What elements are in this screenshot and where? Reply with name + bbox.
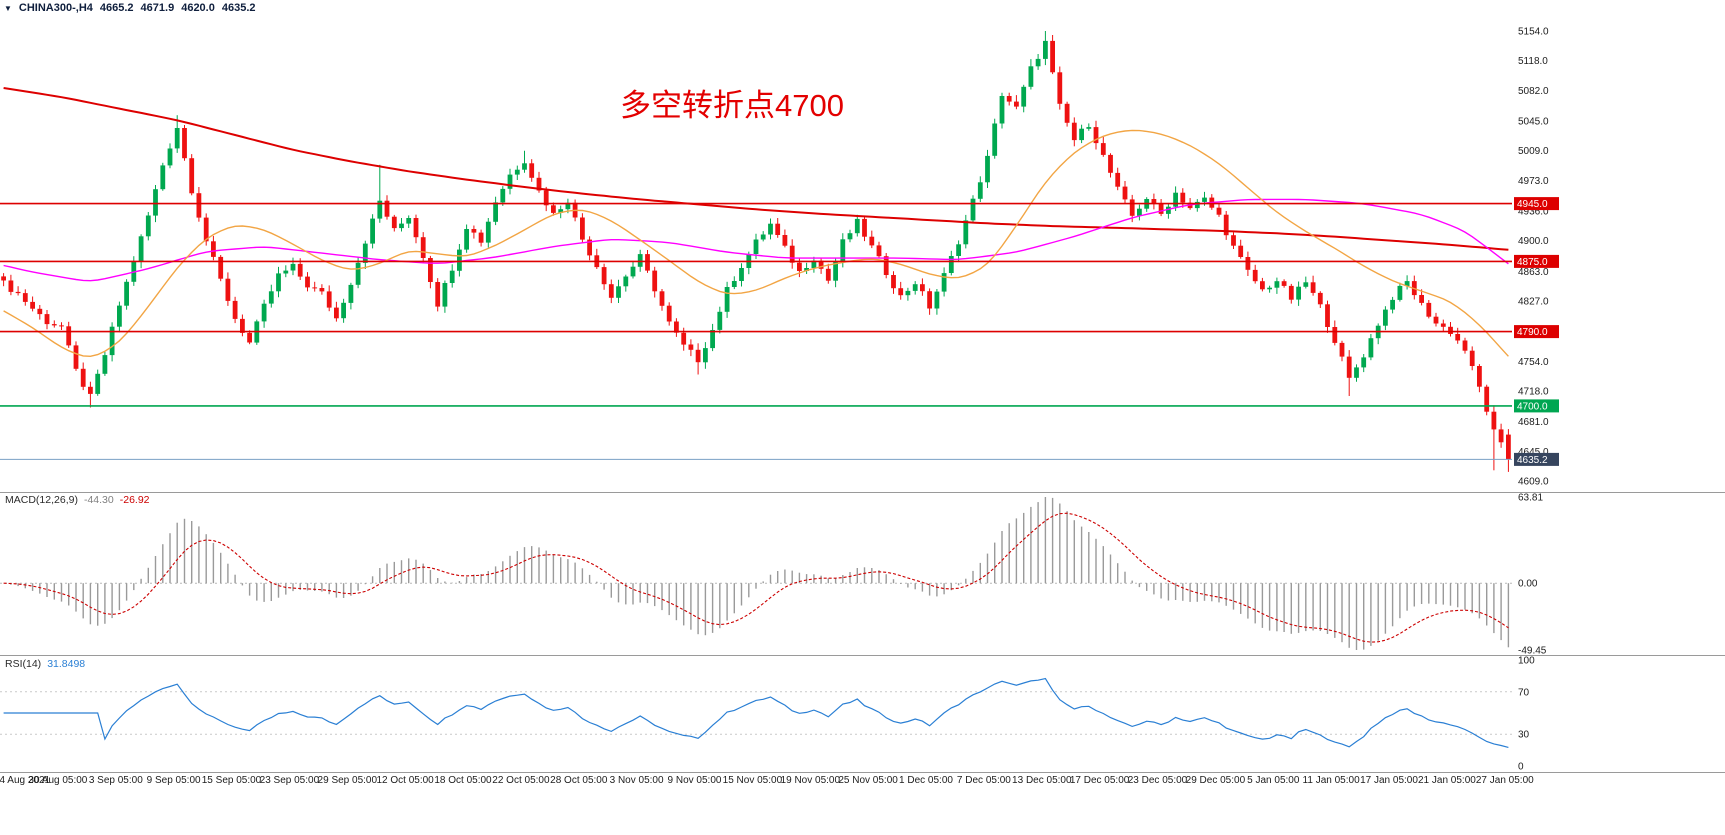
level-badge-label: 4700.0 <box>1517 401 1548 412</box>
symbol-name: CHINA300-,H4 <box>18 2 93 14</box>
macd-panel <box>0 497 1512 650</box>
ma-fast-orange <box>3 129 1509 358</box>
date-label: 21 Jan 05:00 <box>1418 775 1476 786</box>
price-tick-label: 4936.0 <box>1518 207 1549 218</box>
rsi-axis-label: 30 <box>1518 730 1530 741</box>
current-price-badge-label: 4635.2 <box>1517 455 1548 466</box>
price-tick-label: 5118.0 <box>1518 56 1548 67</box>
candles-layer <box>1 31 1511 472</box>
price-tick-label: 4863.0 <box>1518 267 1549 278</box>
price-tick-label: 4827.0 <box>1518 297 1549 308</box>
date-label: 27 Jan 05:00 <box>1476 775 1534 786</box>
date-label: 15 Nov 05:00 <box>723 775 783 786</box>
rsi-axis-label: 70 <box>1518 687 1530 698</box>
level-badge-label: 4945.0 <box>1517 199 1548 210</box>
date-label: 25 Nov 05:00 <box>838 775 898 786</box>
date-label: 17 Dec 05:00 <box>1070 775 1130 786</box>
date-label: 3 Nov 05:00 <box>610 775 664 786</box>
price-tick-label: 4609.0 <box>1518 477 1549 488</box>
level-badge-label: 4875.0 <box>1517 257 1548 268</box>
rsi-axis-label: 0 <box>1518 762 1524 773</box>
price-tick-label: 4645.0 <box>1518 447 1549 458</box>
date-label: 22 Oct 05:00 <box>492 775 550 786</box>
date-label: 9 Sep 05:00 <box>147 775 201 786</box>
date-label: 17 Jan 05:00 <box>1360 775 1418 786</box>
date-label: 19 Nov 05:00 <box>781 775 841 786</box>
rsi-axis-label: 100 <box>1518 656 1535 667</box>
rsi-name: RSI(14) <box>5 658 42 670</box>
date-label: 29 Dec 05:00 <box>1186 775 1246 786</box>
date-label: 24 Aug 2021 <box>0 775 51 786</box>
date-label: 18 Oct 05:00 <box>434 775 492 786</box>
current-price-badge <box>1514 452 1559 466</box>
date-label: 7 Dec 05:00 <box>957 775 1011 786</box>
price-tick-label: 4754.0 <box>1518 357 1549 368</box>
symbol-info-bar: ▼ CHINA300-,H4 4665.2 4671.9 4620.0 4635… <box>4 2 256 14</box>
date-label: 15 Sep 05:00 <box>202 775 262 786</box>
price-tick-label: 4900.0 <box>1518 236 1549 247</box>
date-label: 3 Sep 05:00 <box>89 775 143 786</box>
price-tick-label: 5082.0 <box>1518 86 1549 97</box>
rsi-value: 31.8498 <box>47 658 86 670</box>
price-tick-label: 5045.0 <box>1518 117 1549 128</box>
macd-main-value: -44.30 <box>83 494 114 506</box>
date-label: 23 Sep 05:00 <box>260 775 320 786</box>
ohlc-open: 4665.2 <box>99 2 134 14</box>
date-label: 28 Oct 05:00 <box>550 775 608 786</box>
ma-slow-red <box>3 87 1509 251</box>
macd-signal-line <box>3 512 1509 643</box>
level-badge <box>1514 254 1559 268</box>
macd-axis-label: -49.45 <box>1518 646 1547 657</box>
price-tick-label: 4718.0 <box>1518 387 1549 398</box>
macd-indicator-label: MACD(12,26,9) -44.30 -26.92 <box>5 494 150 506</box>
date-label: 9 Nov 05:00 <box>668 775 722 786</box>
price-tick-label: 5154.0 <box>1518 27 1549 38</box>
macd-axis-label: 63.81 <box>1518 493 1543 504</box>
date-label: 29 Sep 05:00 <box>318 775 378 786</box>
date-label: 11 Jan 05:00 <box>1303 775 1361 786</box>
date-label: 30 Aug 05:00 <box>28 775 87 786</box>
date-label: 23 Dec 05:00 <box>1128 775 1188 786</box>
macd-axis-label: 0.00 <box>1518 579 1538 590</box>
date-label: 12 Oct 05:00 <box>376 775 434 786</box>
level-badge <box>1514 399 1559 413</box>
macd-name: MACD(12,26,9) <box>5 494 78 506</box>
date-label: 5 Jan 05:00 <box>1247 775 1300 786</box>
rsi-panel <box>0 677 1512 748</box>
levels-layer <box>0 202 1512 460</box>
rsi-indicator-label: RSI(14) 31.8498 <box>5 658 85 670</box>
level-badge <box>1514 325 1559 339</box>
ohlc-high: 4671.9 <box>140 2 175 14</box>
level-badge <box>1514 197 1559 211</box>
symbol-dropdown-icon[interactable]: ▼ <box>4 3 12 13</box>
price-tick-label: 4681.0 <box>1518 417 1549 428</box>
date-label: 1 Dec 05:00 <box>899 775 953 786</box>
moving-averages-layer <box>3 87 1509 358</box>
macd-signal-value: -26.92 <box>119 494 150 506</box>
price-axis: 5154.0 5118.0 5082.0 5045.0 5009.0 4973.0 4936… <box>1514 27 1559 773</box>
ohlc-low: 4620.0 <box>181 2 215 14</box>
date-label: 13 Dec 05:00 <box>1012 775 1072 786</box>
chart-annotation-text: 多空转折点4700 <box>620 88 844 123</box>
panel-separators <box>0 492 1725 773</box>
rsi-line <box>3 677 1509 748</box>
price-tick-label: 5009.0 <box>1518 146 1549 157</box>
level-badge-label: 4790.0 <box>1517 327 1548 338</box>
price-tick-label: 4973.0 <box>1518 176 1549 187</box>
ohlc-close: 4635.2 <box>221 2 256 14</box>
ma-medium-magenta <box>3 198 1509 282</box>
